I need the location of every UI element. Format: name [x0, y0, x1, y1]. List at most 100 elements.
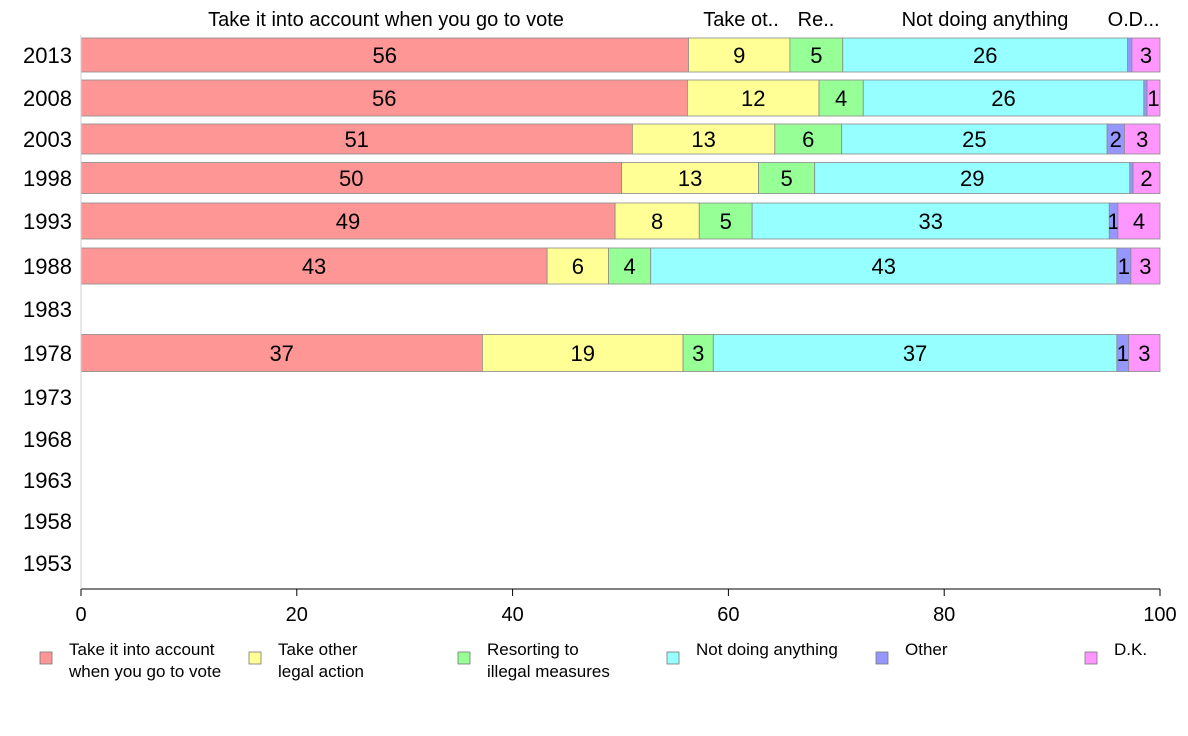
bar-segment	[1128, 334, 1161, 372]
year-label: 1953	[23, 551, 72, 576]
bar-segment	[818, 79, 864, 117]
bar-value-label: 9	[733, 43, 745, 68]
legend-label: legal action	[278, 662, 364, 681]
bar-value-label: 4	[624, 254, 636, 279]
bar-value-label: 25	[962, 127, 986, 152]
top-series-label: Not doing anything	[902, 9, 1069, 31]
legend-swatch	[248, 651, 262, 665]
bar-segment	[608, 247, 652, 285]
bar-value-label: 4	[1133, 209, 1145, 234]
legend-label: D.K.	[1114, 640, 1147, 659]
bar-value-label: 3	[1136, 127, 1148, 152]
year-label: 1958	[23, 509, 72, 534]
bar-segment	[1117, 202, 1161, 240]
bar-value-label: 6	[572, 254, 584, 279]
top-series-label: Take it into account when you go to vote	[208, 9, 564, 31]
top-series-label: D...	[1128, 9, 1159, 31]
legend-swatch	[39, 651, 53, 665]
bar-segment	[682, 334, 714, 372]
bar-segment	[1131, 37, 1161, 73]
bar-value-label: 2	[1110, 127, 1122, 152]
bar-segment	[80, 162, 622, 194]
bar-value-label: 50	[339, 166, 363, 191]
legend-label: Take other	[278, 640, 358, 659]
bar-value-label: 43	[302, 254, 326, 279]
bar-value-label: 26	[973, 43, 997, 68]
year-label: 2003	[23, 127, 72, 152]
bar-segment	[698, 202, 753, 240]
bar-segment	[862, 79, 1145, 117]
year-label: 1988	[23, 254, 72, 279]
bar-segment	[80, 123, 633, 155]
year-label: 1973	[23, 385, 72, 410]
year-label: 1998	[23, 166, 72, 191]
bar-value-label: 56	[372, 43, 396, 68]
x-tick-label: 100	[1143, 604, 1176, 626]
x-tick-label: 80	[933, 604, 955, 626]
year-label: 1968	[23, 427, 72, 452]
bar-value-label: 5	[781, 166, 793, 191]
bar-value-label: 3	[692, 341, 704, 366]
bar-value-label: 19	[570, 341, 594, 366]
bar-segment	[1127, 37, 1133, 73]
bar-value-label: 3	[1138, 341, 1150, 366]
bar-value-label: 33	[918, 209, 942, 234]
bar-value-label: 13	[691, 127, 715, 152]
bar-segment	[814, 162, 1131, 194]
bar-segment	[688, 37, 791, 73]
bar-value-label: 37	[269, 341, 293, 366]
bar-value-label: 8	[651, 209, 663, 234]
bar-value-label: 3	[1139, 254, 1151, 279]
bar-value-label: 2	[1140, 166, 1152, 191]
bar-segment	[481, 334, 684, 372]
legend-label: Other	[905, 640, 948, 659]
legend-swatch	[1084, 651, 1098, 665]
bar-segment	[712, 334, 1118, 372]
bar-value-label: 6	[802, 127, 814, 152]
bar-value-label: 29	[960, 166, 984, 191]
year-label: 1993	[23, 209, 72, 234]
top-series-label: O..	[1108, 9, 1135, 31]
year-label: 2013	[23, 43, 72, 68]
bar-value-label: 13	[678, 166, 702, 191]
x-tick-label: 60	[717, 604, 739, 626]
legend-swatch	[666, 651, 680, 665]
bar-segment	[546, 247, 610, 285]
bar-value-label: 4	[835, 86, 847, 111]
x-tick-label: 0	[75, 604, 86, 626]
bar-value-label: 37	[903, 341, 927, 366]
legend-label: Take it into account	[69, 640, 215, 659]
bar-value-label: 1	[1147, 86, 1159, 111]
x-tick-label: 20	[286, 604, 308, 626]
year-label: 1978	[23, 341, 72, 366]
bar-segment	[650, 247, 1118, 285]
year-label: 1963	[23, 468, 72, 493]
legend-label: illegal measures	[487, 662, 610, 681]
year-label: 2008	[23, 86, 72, 111]
bar-segment	[614, 202, 700, 240]
bar-segment	[1130, 247, 1161, 285]
x-tick-label: 40	[501, 604, 523, 626]
bar-value-label: 49	[336, 209, 360, 234]
bar-value-label: 12	[741, 86, 765, 111]
bar-value-label: 1	[1118, 254, 1130, 279]
bar-segment	[1123, 123, 1161, 155]
bar-segment	[758, 162, 816, 194]
bar-segment	[841, 123, 1108, 155]
bar-segment	[80, 79, 688, 117]
legend-label: Not doing anything	[696, 640, 838, 659]
bar-segment	[631, 123, 776, 155]
year-label: 1983	[23, 297, 72, 322]
legend-label: when you go to vote	[68, 662, 221, 681]
bar-value-label: 3	[1140, 43, 1152, 68]
top-series-label: Take ot..	[703, 9, 779, 31]
bar-value-label: 1	[1117, 341, 1129, 366]
bar-value-label: 56	[372, 86, 396, 111]
bar-value-label: 5	[720, 209, 732, 234]
bar-segment	[80, 334, 483, 372]
top-series-label: Re..	[798, 9, 835, 31]
bar-value-label: 26	[991, 86, 1015, 111]
legend-label: Resorting to	[487, 640, 579, 659]
bar-segment	[621, 162, 760, 194]
